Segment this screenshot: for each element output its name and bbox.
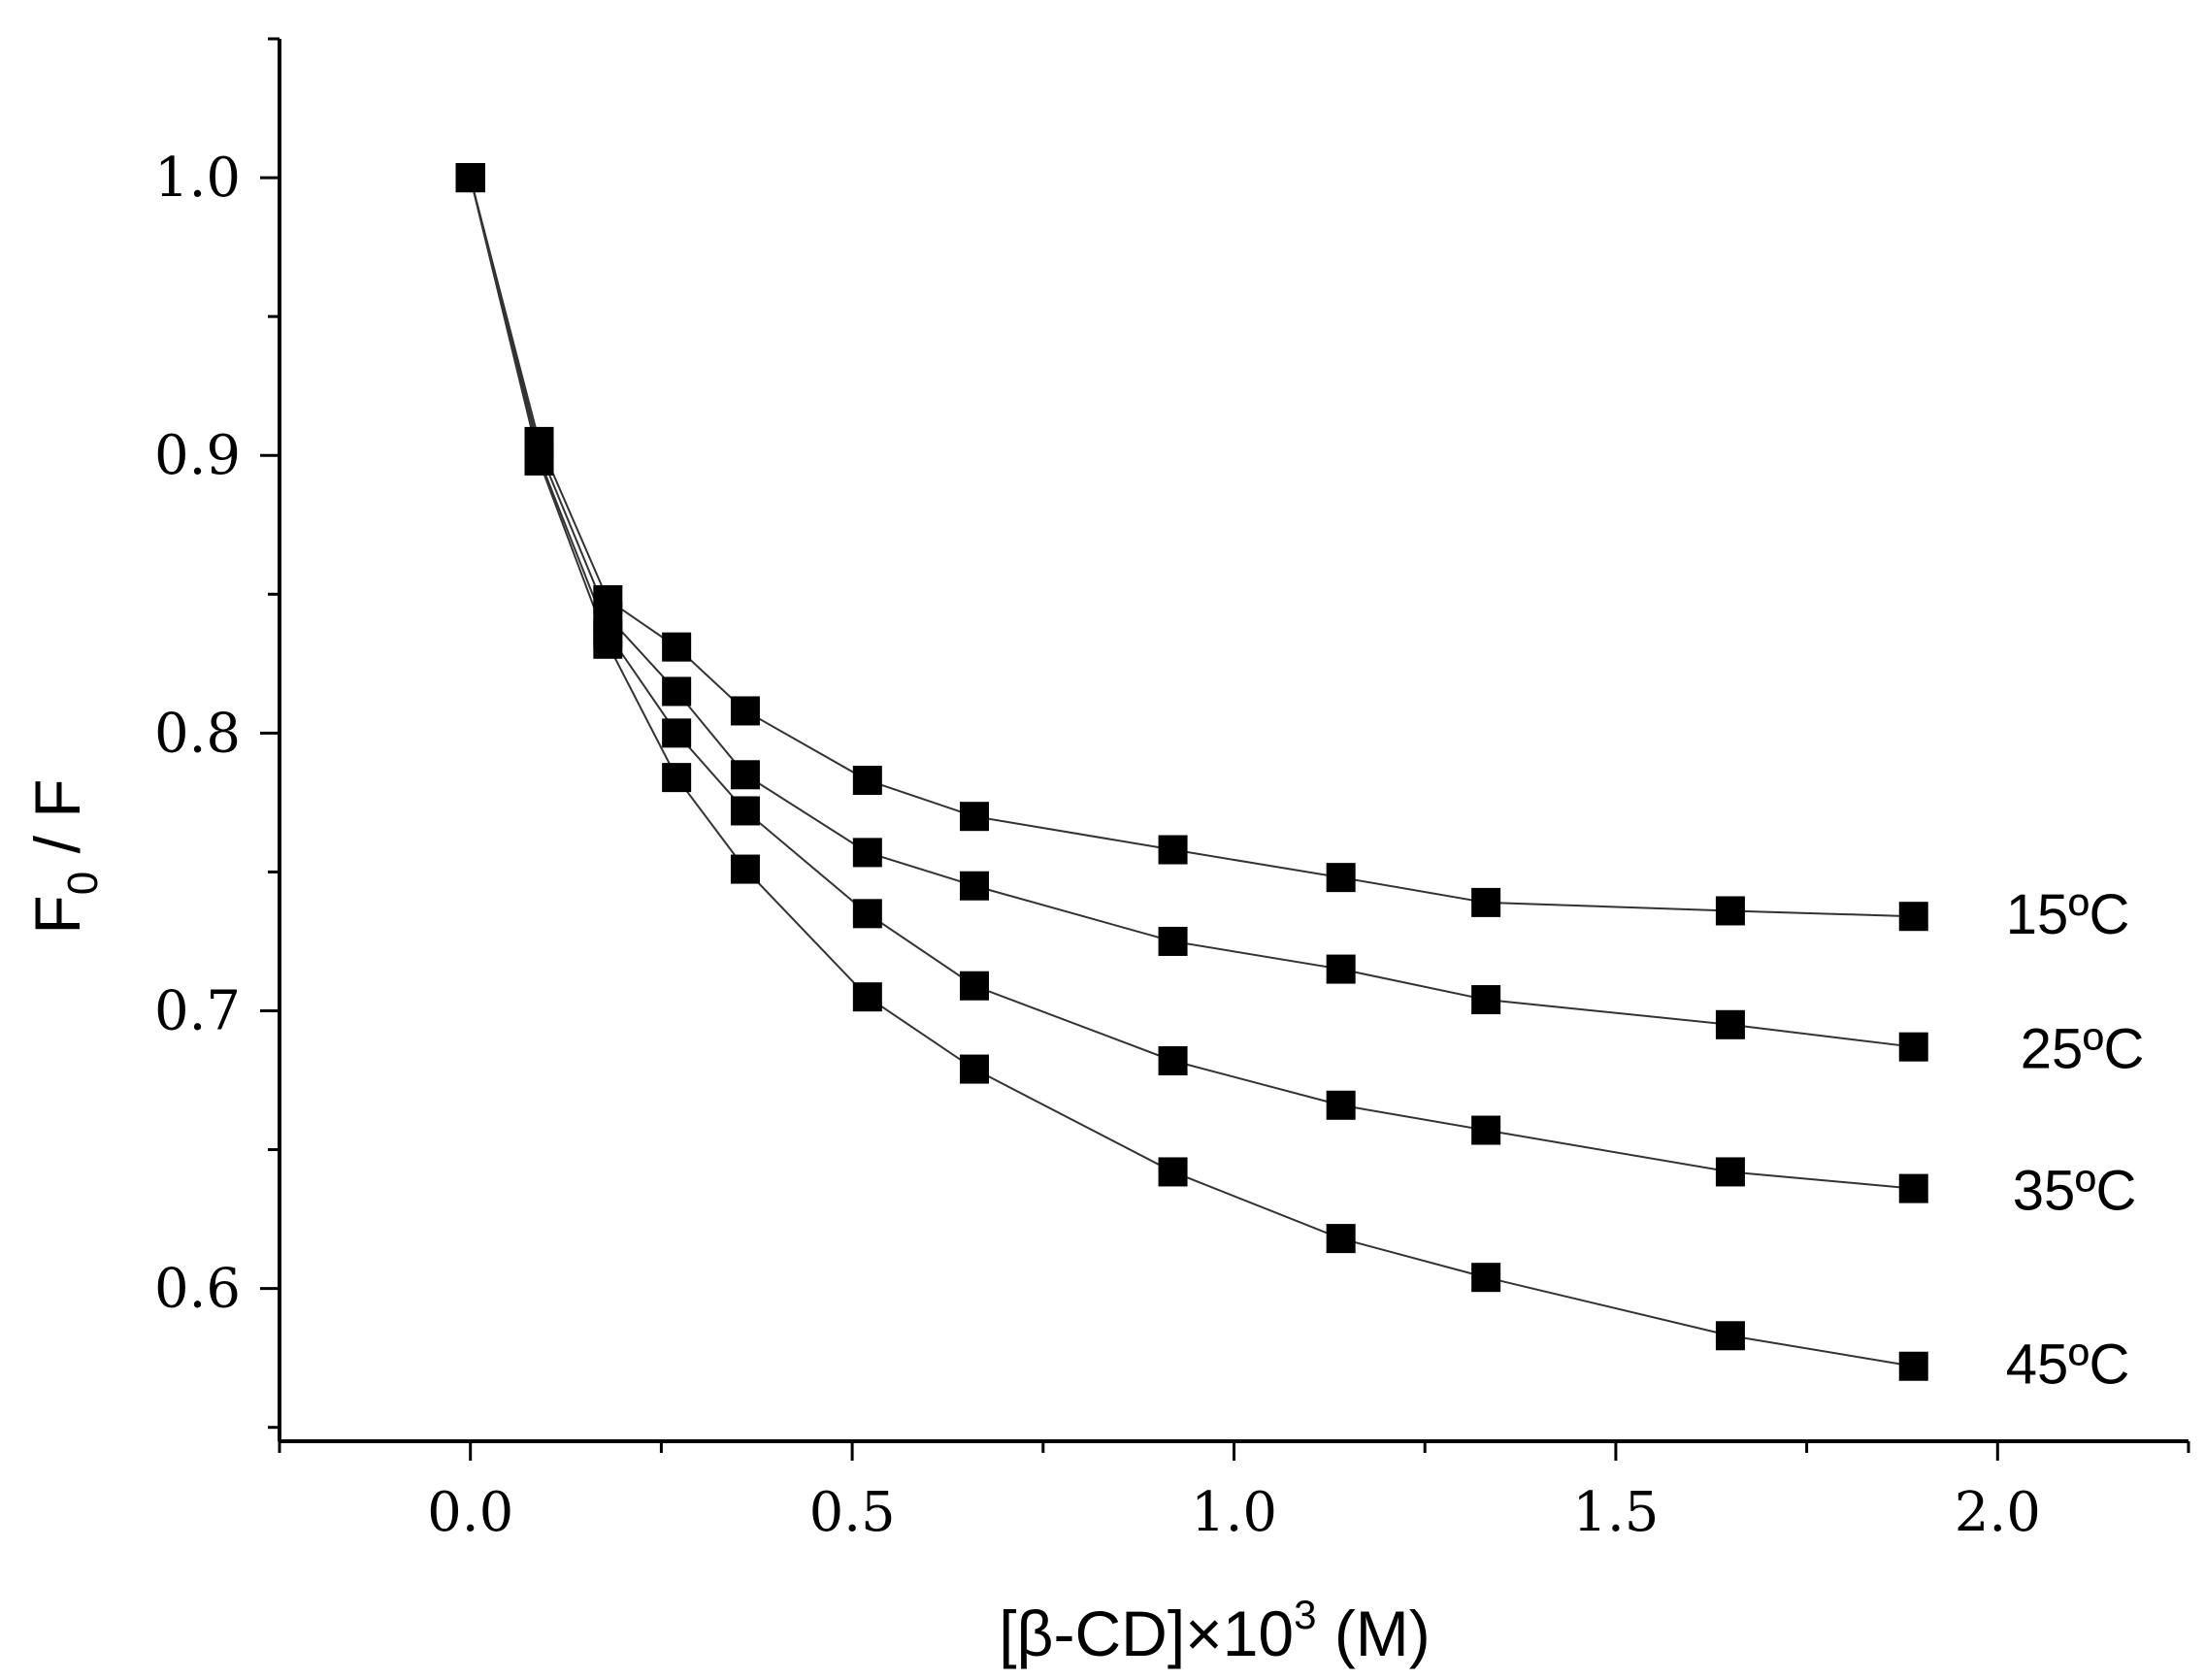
data-point-marker bbox=[1326, 1224, 1356, 1254]
y-axis-title-main: F bbox=[21, 895, 93, 934]
y-tick-label: 1.0 bbox=[154, 147, 241, 210]
x-tick-label: 2.0 bbox=[1955, 1481, 2041, 1544]
data-point-marker bbox=[662, 676, 692, 707]
x-axis-title-superscript: 3 bbox=[1294, 1592, 1316, 1637]
series-line bbox=[469, 177, 1914, 918]
x-tick-label: 1.0 bbox=[1191, 1481, 1277, 1544]
data-point-marker bbox=[593, 629, 623, 659]
y-tick-label: 0.7 bbox=[154, 979, 241, 1042]
y-axis-title: F0 / F bbox=[21, 778, 107, 934]
data-point-marker bbox=[730, 796, 760, 826]
data-point-marker bbox=[1715, 896, 1745, 926]
data-point-marker bbox=[1715, 1321, 1745, 1351]
data-point-marker bbox=[1898, 1032, 1928, 1062]
data-point-marker bbox=[1326, 863, 1356, 893]
data-point-marker bbox=[1158, 835, 1188, 865]
data-point-marker bbox=[852, 765, 882, 795]
data-point-marker bbox=[1471, 1115, 1501, 1145]
ticks: 0.0 0.5 1.0 1.5 2.0 0.6 0.7 0.8 0.9 1.0 bbox=[154, 37, 2190, 1544]
data-point-marker bbox=[1471, 1263, 1501, 1293]
data-point-marker bbox=[662, 632, 692, 662]
data-point-marker bbox=[959, 871, 989, 901]
x-axis-title: [β-CD]×103 (M) bbox=[999, 1592, 1431, 1669]
data-point-marker bbox=[1898, 1173, 1928, 1203]
y-tick-label: 0.9 bbox=[154, 424, 241, 487]
series-label: 15ºC bbox=[2006, 883, 2130, 946]
data-point-marker bbox=[959, 802, 989, 832]
data-point-marker bbox=[730, 854, 760, 884]
series-label: 25ºC bbox=[2021, 1018, 2145, 1081]
data-point-marker bbox=[1715, 1009, 1745, 1039]
data-point-marker bbox=[455, 163, 485, 193]
data-point-marker bbox=[1471, 985, 1501, 1015]
x-axis-title-unit: (M) bbox=[1316, 1598, 1430, 1669]
x-tick-label: 0.5 bbox=[809, 1481, 896, 1544]
data-point-marker bbox=[1158, 1045, 1188, 1075]
data-point-marker bbox=[1715, 1157, 1745, 1187]
data-point-marker bbox=[524, 445, 554, 476]
x-tick-label: 0.0 bbox=[427, 1481, 513, 1544]
series-line bbox=[469, 177, 1914, 1048]
series-label: 45ºC bbox=[2006, 1334, 2130, 1397]
series-label: 35ºC bbox=[2013, 1160, 2137, 1223]
data-point-marker bbox=[1898, 1351, 1928, 1381]
data-point-marker bbox=[1898, 902, 1928, 932]
data-point-marker bbox=[730, 696, 760, 726]
data-point-marker bbox=[852, 838, 882, 868]
series-markers bbox=[455, 163, 1928, 1381]
data-point-marker bbox=[1158, 1157, 1188, 1187]
data-point-marker bbox=[662, 718, 692, 748]
data-point-marker bbox=[730, 760, 760, 790]
data-point-marker bbox=[959, 971, 989, 1001]
data-point-marker bbox=[1326, 954, 1356, 984]
y-tick-label: 0.8 bbox=[154, 702, 241, 765]
data-point-marker bbox=[1471, 887, 1501, 917]
data-point-marker bbox=[1326, 1090, 1356, 1120]
data-point-marker bbox=[1158, 926, 1188, 956]
x-axis-title-main: [β-CD]×10 bbox=[999, 1598, 1294, 1669]
x-tick-label: 1.5 bbox=[1572, 1481, 1659, 1544]
data-point-marker bbox=[959, 1054, 989, 1084]
data-point-marker bbox=[852, 899, 882, 929]
data-point-marker bbox=[852, 982, 882, 1012]
data-point-marker bbox=[662, 763, 692, 793]
y-axis-title-rest: / F bbox=[21, 778, 93, 871]
axes bbox=[278, 39, 2189, 1443]
y-axis-title-subscript: 0 bbox=[59, 872, 107, 895]
y-tick-label: 0.6 bbox=[154, 1258, 241, 1321]
series-labels: 15ºC 25ºC 35ºC 45ºC bbox=[2006, 883, 2145, 1397]
